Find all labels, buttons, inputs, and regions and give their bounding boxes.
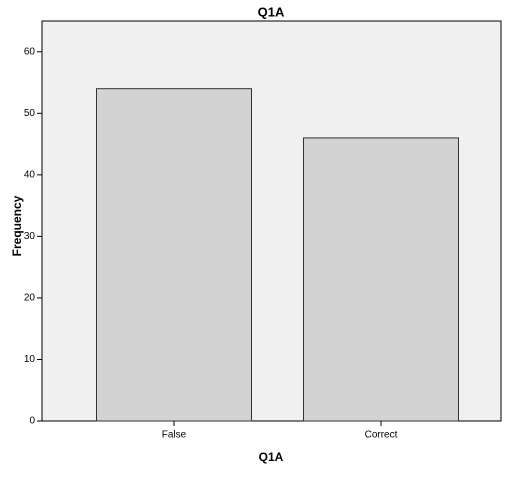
y-tick-label: 0 (29, 416, 35, 427)
y-tick-label: 20 (24, 293, 36, 304)
y-tick-label: 30 (24, 231, 36, 242)
bar (303, 137, 459, 422)
bar (96, 88, 252, 422)
x-tick-label: Correct (365, 430, 398, 441)
x-axis-title: Q1A (259, 450, 284, 464)
y-axis-title: Frequency (10, 195, 24, 256)
y-tick-label: 50 (24, 108, 36, 119)
y-tick-label: 10 (24, 354, 36, 365)
x-tick-label: False (162, 430, 187, 441)
y-tick-label: 40 (24, 169, 36, 180)
y-tick-label: 60 (24, 46, 36, 57)
chart-title: Q1A (258, 4, 285, 19)
